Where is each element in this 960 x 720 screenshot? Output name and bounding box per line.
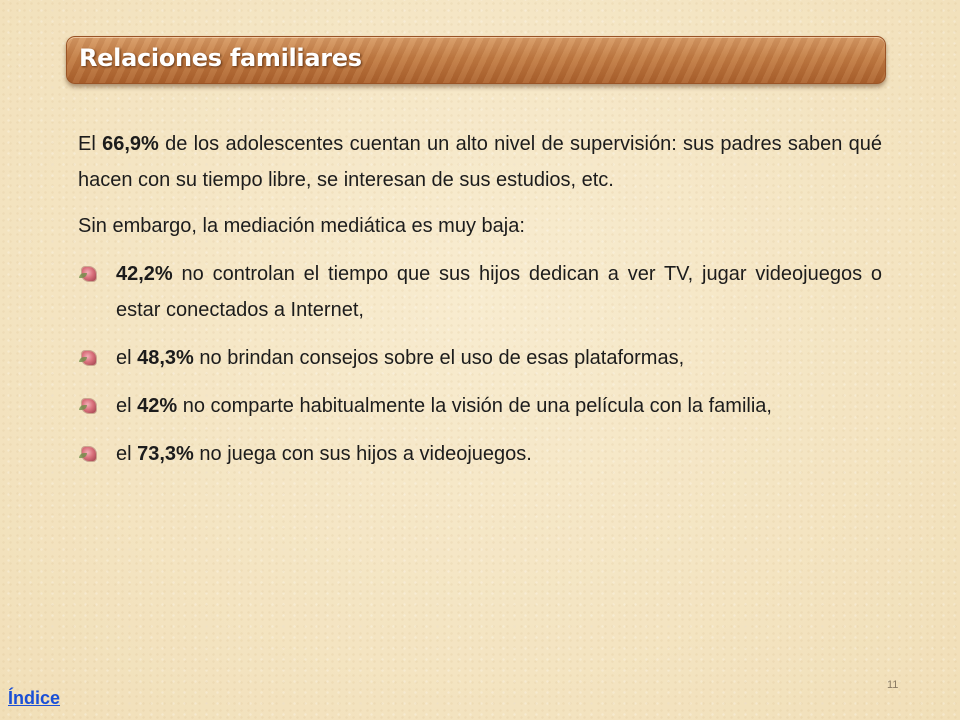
mediation-paragraph: Sin embargo, la mediación mediática es m… xyxy=(78,215,525,237)
bullet-text-end: no brindan consejos sobre el uso de esas… xyxy=(193,347,685,369)
intro-paragraph: El 66,9% de los adolescentes cuentan un … xyxy=(78,126,882,198)
list-item: el 42% no comparte habitualmente la visi… xyxy=(78,388,882,424)
bullet-percentage: 42,2% xyxy=(116,263,173,285)
bullet-text-end: no comparte habitualmente la visión de u… xyxy=(177,395,772,417)
flower-bullet-icon xyxy=(79,351,96,365)
bullet-percentage: 73,3% xyxy=(137,443,194,465)
list-item: el 48,3% no brindan consejos sobre el us… xyxy=(78,340,882,376)
slide-body: El 66,9% de los adolescentes cuentan un … xyxy=(78,126,882,484)
bullet-text-start: el xyxy=(116,347,138,369)
bullet-text-end: no controlan el tiempo que sus hijos ded… xyxy=(116,263,882,321)
flower-bullet-icon xyxy=(79,399,96,413)
intro-text-end: de los adolescentes cuentan un alto nive… xyxy=(78,133,883,191)
bullet-percentage: 42% xyxy=(137,395,178,417)
slide-title: Relaciones familiares xyxy=(79,44,362,72)
page-number: 11 xyxy=(887,679,899,691)
title-banner: Relaciones familiares xyxy=(66,36,886,84)
bullet-percentage: 48,3% xyxy=(137,347,194,369)
intro-text-start: El xyxy=(78,133,103,155)
bullet-text-start: el xyxy=(116,443,138,465)
bullet-text-end: no juega con sus hijos a videojuegos. xyxy=(193,443,532,465)
list-item: 42,2% no controlan el tiempo que sus hij… xyxy=(78,256,882,328)
flower-bullet-icon xyxy=(79,267,96,281)
intro-percentage: 66,9% xyxy=(102,133,159,155)
index-link[interactable]: Índice xyxy=(8,688,61,708)
bullet-text-start: el xyxy=(116,395,138,417)
flower-bullet-icon xyxy=(79,447,96,461)
list-item: el 73,3% no juega con sus hijos a videoj… xyxy=(78,436,882,472)
bullet-list: 42,2% no controlan el tiempo que sus hij… xyxy=(78,256,882,472)
